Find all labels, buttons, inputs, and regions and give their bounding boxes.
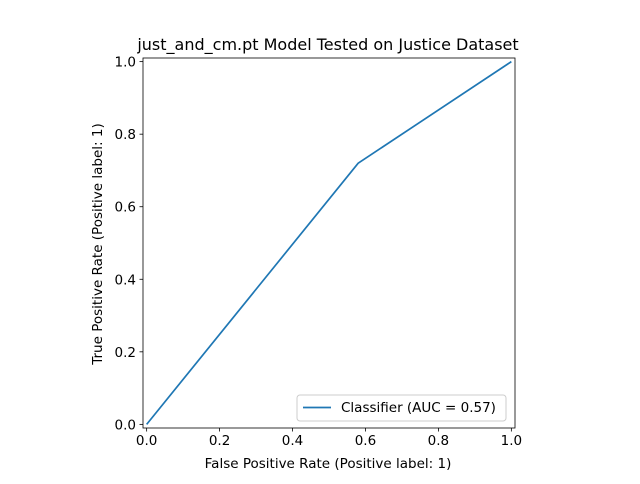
y-tick-label-3: 0.6 xyxy=(115,200,136,216)
legend-box xyxy=(296,394,507,422)
x-tick-label-2: 0.4 xyxy=(282,433,303,449)
y-tick-label-0: 0.0 xyxy=(115,417,136,433)
y-tick-label-2: 0.4 xyxy=(115,272,136,288)
chart-title: just_and_cm.pt Model Tested on Justice D… xyxy=(136,35,518,55)
x-tick-label-4: 0.8 xyxy=(428,433,449,449)
x-tick-label-0: 0.0 xyxy=(136,433,157,449)
y-axis-label: True Positive Rate (Positive label: 1) xyxy=(90,123,106,366)
series-line-0 xyxy=(145,60,512,425)
x-tick-label-5: 1.0 xyxy=(501,433,522,449)
y-tick-label-4: 0.8 xyxy=(115,127,136,143)
plot-area: 0.0 0.2 0.4 0.6 0.8 1.0 0.0 0.2 0.4 0.6 0.8 1.0 xyxy=(115,55,523,449)
y-tick-label-1: 0.2 xyxy=(115,345,136,361)
x-tick-label-3: 0.6 xyxy=(355,433,376,449)
axes-frame xyxy=(142,57,516,429)
legend-label-classifier: Classifier (AUC = 0.57) xyxy=(341,400,496,416)
x-tick-label-1: 0.2 xyxy=(209,433,230,449)
x-axis-label: False Positive Rate (Positive label: 1) xyxy=(205,456,452,472)
legend: Classifier (AUC = 0.57) xyxy=(296,394,507,422)
y-tick-label-5: 1.0 xyxy=(115,55,136,71)
